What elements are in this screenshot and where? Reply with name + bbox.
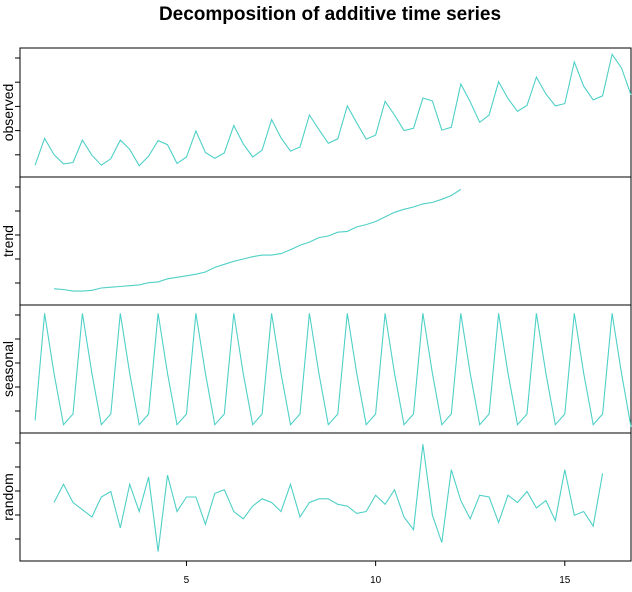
x-tick-label-15: 15 <box>559 575 571 586</box>
panel-observed-label: observed <box>0 84 16 142</box>
panel-seasonal-frame <box>19 304 632 434</box>
series-observed-line <box>34 52 632 167</box>
panel-trend-frame <box>19 176 632 306</box>
x-tick-label-5: 5 <box>184 575 190 586</box>
series-seasonal-line <box>34 313 632 427</box>
chart-title: Decomposition of additive time series <box>158 4 502 25</box>
x-tick-label-10: 10 <box>370 575 382 586</box>
panel-trend-label: trend <box>0 225 16 257</box>
panel-random-frame <box>19 432 632 562</box>
series-random-line <box>53 444 604 552</box>
panel-seasonal-label: seasonal <box>0 341 16 397</box>
series-trend-line <box>53 188 462 292</box>
panel-random-label: random <box>0 473 16 520</box>
